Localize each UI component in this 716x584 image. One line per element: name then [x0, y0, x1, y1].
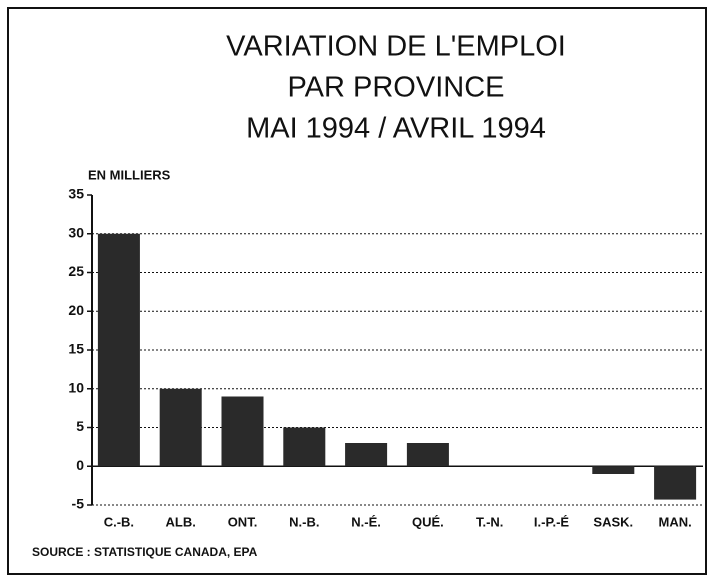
x-tick-label: ONT.: [228, 514, 258, 529]
x-tick-label: T.-N.: [476, 514, 503, 529]
x-tick-label: ALB.: [166, 514, 196, 529]
frame: [7, 7, 707, 575]
y-tick-label: 25: [68, 263, 84, 279]
chart-title: PAR PROVINCE: [287, 72, 504, 104]
x-tick-label: MAN.: [658, 514, 691, 529]
bar: [345, 443, 388, 467]
y-tick-label: 0: [76, 457, 84, 473]
x-tick-label: C.-B.: [104, 514, 134, 529]
bar: [159, 388, 202, 467]
x-tick-label: SASK.: [593, 514, 633, 529]
y-tick-label: 35: [68, 186, 84, 202]
bar: [283, 427, 326, 467]
y-axis-label: EN MILLIERS: [88, 167, 171, 182]
bar: [97, 233, 140, 467]
y-tick-label: 20: [68, 302, 84, 318]
source-note: SOURCE : STATISTIQUE CANADA, EPA: [32, 545, 258, 559]
bar: [221, 396, 264, 467]
x-tick-label: N.-É.: [351, 514, 381, 529]
bar: [406, 443, 449, 467]
bar: [592, 466, 635, 474]
x-tick-label: I.-P.-É: [534, 514, 569, 529]
bar: [654, 466, 697, 500]
y-tick-label: 30: [68, 224, 84, 240]
y-tick-label: 10: [68, 379, 84, 395]
y-tick-label: 5: [76, 418, 84, 434]
chart-title: VARIATION DE L'EMPLOI: [226, 31, 566, 63]
y-tick-label: 15: [68, 341, 84, 357]
y-tick-label: -5: [72, 496, 85, 512]
x-tick-label: N.-B.: [289, 514, 319, 529]
chart-title: MAI 1994 / AVRIL 1994: [246, 113, 546, 145]
x-tick-label: QUÉ.: [412, 514, 444, 529]
